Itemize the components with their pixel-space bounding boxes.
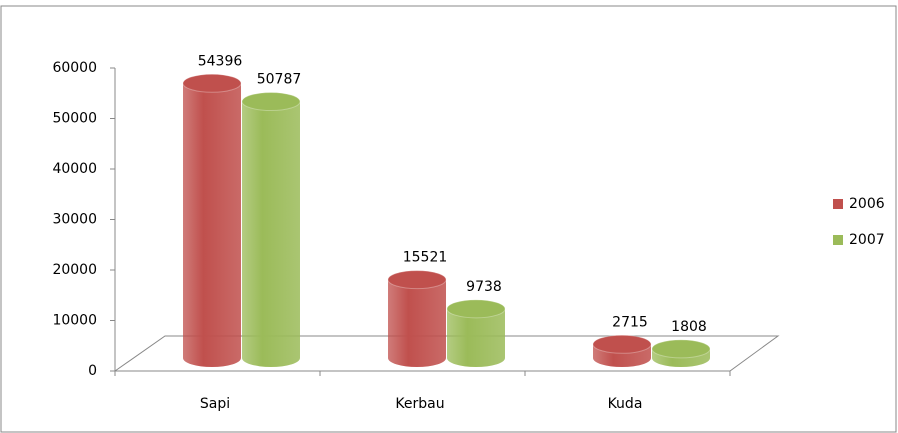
bar [182,73,242,367]
y-tick-label: 40000 [52,161,97,177]
value-label: 2715 [612,314,648,330]
y-tick-label: 0 [88,363,97,379]
value-label: 54396 [198,53,243,69]
y-tick-label: 60000 [52,60,97,76]
bar [387,270,447,367]
x-tick-label: Kerbau [395,396,444,412]
value-label: 15521 [403,250,448,266]
y-tick-label: 10000 [52,313,97,329]
x-tick-label: Sapi [200,396,230,412]
legend-swatch [833,199,843,209]
y-tick-label: 30000 [52,212,97,228]
legend-label: 2006 [849,196,885,212]
legend-swatch [833,235,843,245]
x-tick-label: Kuda [608,396,643,412]
chart-frame [0,5,897,433]
bar [592,334,652,367]
bar [241,92,301,368]
legend-label: 2007 [849,232,885,248]
bar [446,299,506,367]
y-tick-label: 50000 [52,111,97,127]
value-label: 50787 [257,72,302,88]
y-tick-label: 20000 [52,262,97,278]
value-label: 9738 [466,279,502,295]
value-label: 1808 [671,319,707,335]
bar [651,339,711,367]
